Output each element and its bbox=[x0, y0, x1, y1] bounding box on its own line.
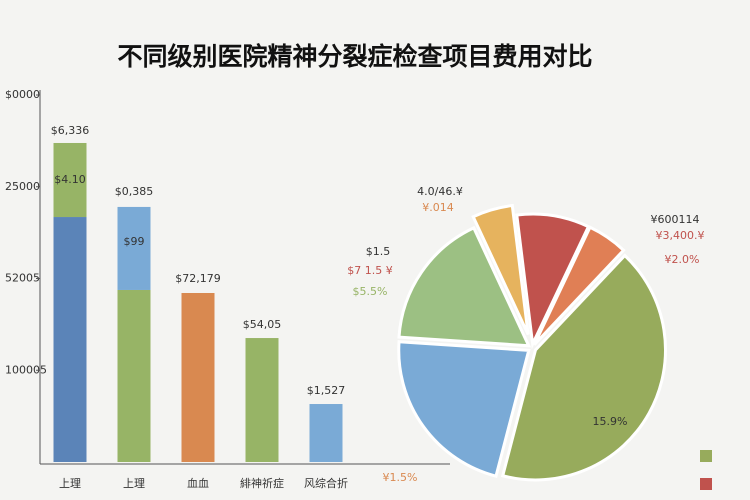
annotation: $1,527 bbox=[307, 384, 346, 397]
x-tick-label: 血血 bbox=[187, 476, 209, 490]
bar-segment bbox=[117, 206, 151, 290]
y-tick-label: $0000 bbox=[5, 88, 40, 101]
bar-segment bbox=[53, 217, 87, 462]
pie-label: ¥3,400.¥ bbox=[656, 229, 705, 242]
pie-label: ¥600114 bbox=[651, 213, 700, 226]
annotation: $6,336 bbox=[51, 124, 90, 137]
pie-label: ¥1.5% bbox=[383, 471, 418, 484]
pie-slice bbox=[471, 203, 530, 336]
y-tick-label: 100005 bbox=[5, 363, 47, 376]
pie-slice bbox=[397, 340, 531, 478]
annotation: $72,179 bbox=[175, 272, 221, 285]
bar-segment bbox=[245, 338, 279, 462]
bar-segment bbox=[309, 404, 343, 462]
pie-label: ¥2.0% bbox=[665, 253, 700, 266]
pie-label: $5.5% bbox=[353, 285, 388, 298]
bar-segment bbox=[53, 142, 87, 218]
annotation: $99 bbox=[124, 235, 145, 248]
pie-slice bbox=[532, 225, 626, 346]
x-tick-label: 上理 bbox=[59, 477, 81, 490]
legend-swatch bbox=[700, 450, 712, 462]
y-tick-label: 25000 bbox=[5, 180, 40, 193]
y-tick-label: 52005 bbox=[5, 272, 40, 285]
pie-label: 4.0/46.¥ bbox=[417, 185, 463, 198]
x-tick-label: 上理 bbox=[123, 477, 145, 490]
pie-slice bbox=[515, 212, 591, 350]
x-tick-label: 緋神祈症 bbox=[240, 476, 284, 490]
pie-label: $7 1.5 ¥ bbox=[347, 264, 392, 277]
x-tick-label: 风综合折 bbox=[304, 476, 348, 490]
chart-title: 不同级别医院精神分裂症检查项目费用对比 bbox=[117, 42, 592, 71]
annotation: $0,385 bbox=[115, 185, 154, 198]
bar-segment bbox=[117, 289, 151, 462]
pie-slice bbox=[397, 225, 532, 348]
pie-label: $1.5 bbox=[366, 245, 391, 258]
pie-label: 15.9% bbox=[593, 415, 628, 428]
annotation: $4.10 bbox=[54, 173, 86, 186]
pie-label: ¥.014 bbox=[422, 201, 454, 214]
pie-slice bbox=[500, 253, 667, 482]
legend-swatch bbox=[700, 478, 712, 490]
annotation: $54,05 bbox=[243, 318, 282, 331]
bar-segment bbox=[181, 292, 215, 462]
